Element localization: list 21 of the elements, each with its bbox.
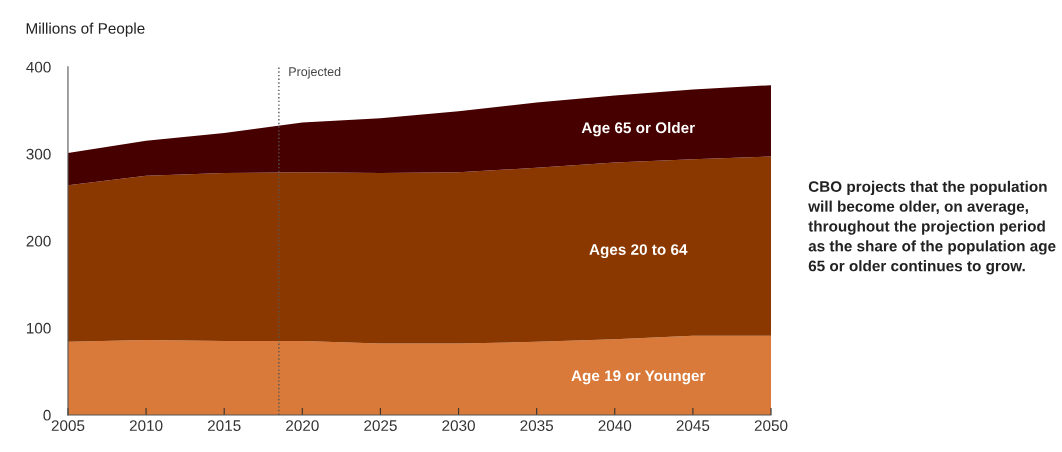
x-tick-label: 2005 <box>51 420 85 432</box>
series-label: Ages 20 to 64 <box>589 244 688 259</box>
x-tick-label: 2010 <box>129 420 163 432</box>
text: CBO projects that the population will become older, on average, throughout the projection period as the share of the population age 65 or older continues to grow. <box>808 180 1056 275</box>
series-label: Age 65 or Older <box>581 121 695 137</box>
x-tick-label: 2015 <box>207 420 241 432</box>
y-axis-title: Millions of People <box>26 22 145 37</box>
y-tick-label: 200 <box>26 235 51 247</box>
y-tick-label: 300 <box>26 148 51 160</box>
ref-line-label: Projected <box>289 66 341 79</box>
x-tick-label: 2020 <box>286 420 319 432</box>
series-label: Age 19 or Younger <box>571 370 706 385</box>
y-tick-label: 0 <box>43 409 51 421</box>
x-tick-label: 2040 <box>598 420 632 432</box>
x-tick-label: 2030 <box>442 420 475 432</box>
x-tick-label: 2050 <box>754 420 788 432</box>
y-tick-label: 100 <box>26 322 51 334</box>
x-tick-label: 2035 <box>520 420 554 432</box>
x-tick-label: 2045 <box>676 420 710 432</box>
x-tick-label: 2025 <box>364 420 397 432</box>
y-tick-label: 400 <box>26 61 51 73</box>
